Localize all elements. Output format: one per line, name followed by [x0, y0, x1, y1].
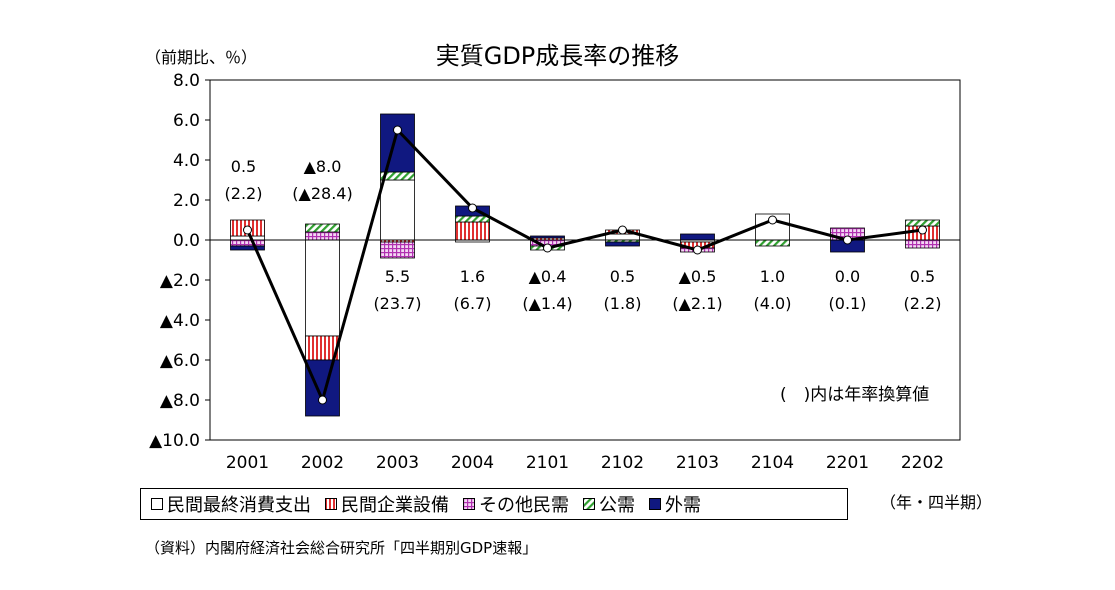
x-tick-label: 2101: [526, 453, 569, 473]
legend-item-external: 外需: [649, 491, 701, 517]
y-axis: 8.0 6.0 4.0 2.0 0.0 ▲2.0 ▲4.0 ▲6.0 ▲8.0 ▲10.0: [149, 71, 210, 451]
data-label-annualized: (6.7): [454, 294, 492, 313]
y-tick-label: 4.0: [173, 151, 200, 171]
x-tick-label: 2104: [751, 453, 794, 473]
data-label-annualized: (▲2.1): [672, 294, 722, 313]
bar-segment: [230, 245, 265, 251]
data-label-annualized: (▲28.4): [292, 184, 352, 203]
gdp-series-line: [246, 127, 923, 405]
data-label-quarterly: ▲8.0: [304, 157, 342, 176]
data-label-annualized: (▲1.4): [522, 294, 572, 313]
legend-item-consumption: 民間最終消費支出: [151, 491, 311, 517]
x-tick-label: 2002: [301, 453, 344, 473]
data-label-annualized: (23.7): [373, 294, 421, 313]
plot-area: [209, 79, 961, 441]
x-tick-label: 2102: [601, 453, 644, 473]
gdp-point: [843, 235, 852, 245]
bar-segment: [230, 235, 265, 241]
gdp-point: [693, 245, 702, 255]
bar-segment: [305, 223, 340, 233]
y-tick-label: 0.0: [173, 231, 200, 251]
y-tick-label: ▲4.0: [160, 311, 200, 331]
legend-label: その他民需: [479, 495, 569, 516]
legend-item-other-private: その他民需: [463, 491, 569, 517]
y-tick-label: 8.0: [173, 71, 200, 91]
x-tick-label: 2201: [826, 453, 869, 473]
data-label-annualized: (2.2): [904, 294, 942, 313]
bar-stacks: [230, 113, 940, 417]
x-tick-label: 2001: [226, 453, 269, 473]
legend-item-public: 公需: [583, 491, 635, 517]
data-label-quarterly: 0.5: [910, 267, 935, 286]
bar-segment: [380, 241, 415, 259]
y-tick-label: ▲6.0: [160, 351, 200, 371]
annualized-note: ( )内は年率換算値: [780, 385, 930, 405]
bar-segment: [905, 219, 940, 227]
y-tick-label: ▲2.0: [160, 271, 200, 291]
legend-item-investment: 民間企業設備: [325, 491, 449, 517]
gdp-point: [243, 225, 252, 235]
bar-segment: [530, 235, 565, 239]
bar-segment: [755, 239, 790, 247]
gdp-point: [318, 395, 327, 405]
y-tick-label: 6.0: [173, 111, 200, 131]
data-label-annualized: (0.1): [829, 294, 867, 313]
data-label-quarterly: 1.6: [460, 267, 485, 286]
bar-segment: [305, 239, 340, 337]
x-tick-label: 2202: [901, 453, 944, 473]
gdp-point: [543, 243, 552, 253]
legend-label: 外需: [665, 495, 701, 516]
legend: 民間最終消費支出 民間企業設備 その他民需 公需 外需: [140, 488, 848, 520]
bar-segment: [305, 359, 340, 417]
x-tick-label: 2003: [376, 453, 419, 473]
legend-swatch-plain: [151, 498, 163, 510]
source-note: （資料）内閣府経済社会総合研究所「四半期別GDP速報」: [145, 539, 538, 557]
bar-segment: [230, 239, 265, 247]
data-label-quarterly: 5.5: [385, 267, 410, 286]
gdp-point: [618, 225, 627, 235]
data-label-quarterly: 1.0: [760, 267, 785, 286]
bar-segment: [605, 233, 640, 241]
gdp-point: [468, 203, 477, 213]
legend-swatch-solid: [649, 498, 661, 510]
legend-swatch-vstripe: [325, 498, 337, 510]
gdp-point: [918, 225, 927, 235]
y-tick-label: ▲8.0: [160, 391, 200, 411]
data-label-annualized: (4.0): [754, 294, 792, 313]
bar-segment: [455, 215, 490, 223]
x-tick-label: 2103: [676, 453, 719, 473]
legend-swatch-diag: [583, 498, 595, 510]
legend-label: 公需: [599, 495, 635, 516]
data-labels: 0.5 (2.2) ▲8.0 (▲28.4) 5.5 (23.7) 1.6 (6.7) ▲0.4…: [225, 157, 942, 313]
data-label-quarterly: ▲0.4: [529, 267, 567, 286]
gdp-line: [243, 125, 927, 405]
x-axis: 2001 2002 2003 2004 2101 2102 2103 2104 2201 2202: [226, 453, 944, 473]
chart-title: 実質GDP成長率の推移: [435, 42, 680, 70]
x-axis-unit-label: （年・四半期）: [880, 493, 993, 512]
legend-label: 民間最終消費支出: [167, 495, 311, 516]
gdp-point: [393, 125, 402, 135]
data-label-quarterly: 0.0: [835, 267, 860, 286]
bar-segment: [680, 233, 715, 241]
data-label-quarterly: 0.5: [231, 157, 256, 176]
data-label-quarterly: 0.5: [610, 267, 635, 286]
y-tick-label: ▲10.0: [149, 431, 200, 451]
data-label-annualized: (2.2): [225, 184, 263, 203]
data-label-quarterly: ▲0.5: [679, 267, 717, 286]
legend-swatch-grid: [463, 498, 475, 510]
legend-label: 民間企業設備: [341, 495, 449, 516]
bar-segment: [905, 239, 940, 249]
bar-segment: [605, 241, 640, 247]
bar-segment: [305, 231, 340, 241]
y-tick-label: 2.0: [173, 191, 200, 211]
gdp-point: [768, 215, 777, 225]
bar-segment: [380, 179, 415, 241]
data-label-annualized: (1.8): [604, 294, 642, 313]
bar-segment: [455, 221, 490, 241]
x-tick-label: 2004: [451, 453, 494, 473]
y-axis-unit-label: （前期比、％）: [145, 48, 258, 67]
